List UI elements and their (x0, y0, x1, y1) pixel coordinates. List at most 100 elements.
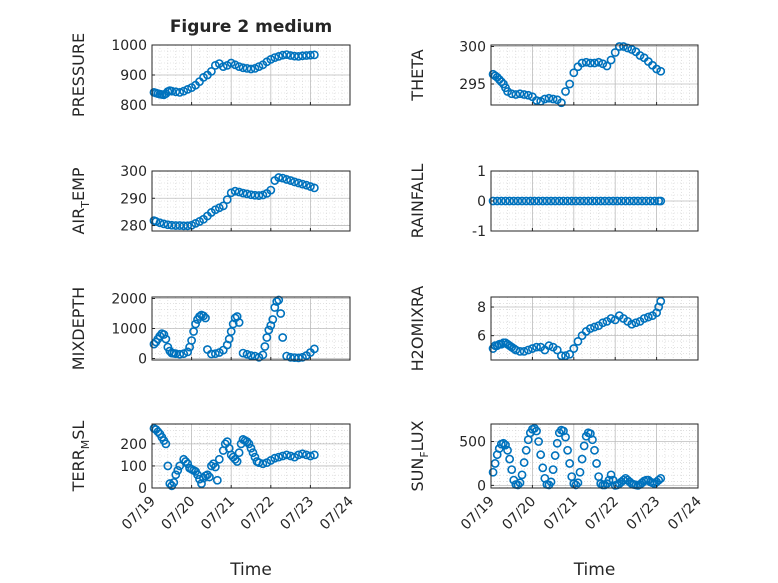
data-point (305, 50, 315, 60)
y-tick-label: 280 (120, 219, 147, 235)
data-point (614, 42, 624, 51)
data-point (623, 43, 633, 53)
data-point (501, 440, 510, 450)
data-point (604, 196, 614, 206)
data-point (532, 96, 541, 105)
data-point (278, 173, 288, 183)
y-axis-label: SUNFLUX (408, 420, 431, 491)
data-point (600, 196, 610, 206)
subplot-5: 6 8 H2OMIXRA (408, 286, 699, 371)
data-point (513, 480, 523, 490)
y-tick-label: 1000 (111, 38, 147, 54)
data-point (519, 347, 529, 356)
data-point (155, 218, 165, 228)
data-point (656, 473, 666, 483)
series-markers (149, 173, 319, 231)
data-point (199, 311, 208, 321)
data-point (571, 480, 581, 490)
y-tick-label: 300 (459, 40, 486, 56)
data-point (167, 86, 177, 96)
data-point (309, 344, 319, 354)
y-tick-label: 800 (120, 98, 147, 114)
data-point (260, 342, 270, 351)
data-point (159, 330, 169, 339)
data-point (534, 196, 544, 206)
data-point (515, 478, 525, 488)
data-point (242, 189, 252, 199)
data-point (254, 191, 264, 200)
x-axis-label: Time (573, 560, 616, 580)
data-point (218, 62, 228, 71)
x-tick-label: 07/24 (665, 493, 705, 533)
data-point (499, 438, 508, 448)
data-point (238, 348, 248, 358)
data-point (274, 52, 284, 61)
data-point (298, 449, 307, 459)
data-point (538, 463, 548, 473)
data-point (309, 50, 319, 60)
data-point (274, 173, 284, 182)
data-point (565, 79, 575, 89)
data-point (258, 190, 268, 200)
y-axis-label: PRESSURE (69, 33, 88, 117)
data-point (513, 196, 523, 206)
data-point (544, 341, 554, 351)
data-point (552, 345, 562, 355)
data-point (234, 448, 244, 458)
series-markers (488, 296, 666, 361)
data-point (203, 470, 212, 480)
data-point (571, 196, 581, 206)
data-point (592, 196, 601, 206)
data-point (286, 176, 295, 185)
data-point (548, 94, 558, 104)
data-point (565, 349, 575, 359)
data-point (590, 322, 599, 332)
data-point (627, 319, 637, 329)
data-point (246, 64, 256, 74)
data-point (230, 454, 240, 464)
y-axis-label: THETA (408, 49, 427, 101)
data-point (536, 450, 546, 460)
data-point (639, 314, 649, 323)
data-point (540, 94, 550, 104)
x-tick-label: 07/21 (541, 494, 581, 534)
data-point (244, 439, 254, 449)
y-tick-label: 1000 (111, 322, 147, 338)
data-point (650, 196, 659, 206)
data-point (248, 448, 258, 458)
data-point (214, 454, 224, 464)
data-point (205, 472, 214, 482)
data-point (163, 461, 173, 471)
data-point (201, 313, 210, 323)
x-tick-label: 07/20 (499, 494, 539, 534)
data-point (175, 349, 185, 359)
data-point (517, 470, 527, 480)
data-point (606, 314, 616, 323)
y-tick-label: 100 (120, 459, 147, 475)
x-tick-label: 07/23 (277, 494, 317, 534)
data-point (270, 453, 280, 463)
axes-frame (151, 170, 351, 232)
subplot-7: 0 500 SUNFLUX 07/19 07/20 07/21 07/22 07/23 07/2… (408, 420, 705, 580)
data-point (565, 459, 575, 468)
data-point (617, 196, 626, 206)
data-point (573, 478, 583, 488)
data-point (488, 196, 498, 206)
data-point (206, 461, 216, 471)
data-point (652, 308, 661, 318)
data-point (575, 467, 585, 477)
data-point (525, 196, 535, 206)
y-tick-label: 0 (138, 481, 147, 497)
data-point (521, 196, 531, 206)
y-tick-label: -1 (472, 224, 486, 240)
data-point (563, 196, 572, 206)
data-point (246, 443, 256, 453)
y-tick-label: 500 (459, 435, 486, 451)
data-point (159, 219, 169, 229)
data-point (183, 347, 193, 357)
data-point (633, 196, 643, 206)
subplot-1: 295 300 THETA (408, 40, 699, 108)
data-point (602, 61, 612, 71)
data-point (290, 177, 299, 187)
data-point (171, 470, 181, 480)
